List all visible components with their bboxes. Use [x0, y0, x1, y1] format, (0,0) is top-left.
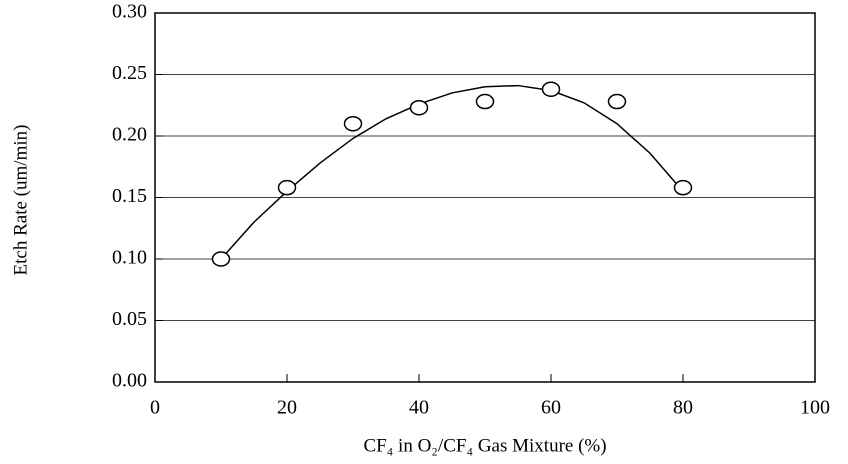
- x-tick-label: 60: [541, 397, 561, 419]
- data-point: [673, 179, 693, 196]
- y-tick-label: 0.10: [112, 247, 147, 269]
- y-tick-label: 0.25: [112, 62, 147, 84]
- y-tick-label: 0.20: [112, 124, 147, 146]
- x-tick-label: 80: [673, 397, 693, 419]
- x-tick-label: 20: [277, 397, 297, 419]
- data-point: [409, 99, 429, 116]
- fit-curve: [220, 84, 684, 260]
- data-point: [475, 93, 495, 110]
- y-tick-label: 0.05: [112, 308, 147, 330]
- x-tick-label: 40: [409, 397, 429, 419]
- x-tick-label: 0: [150, 397, 160, 419]
- y-tick-label: 0.00: [112, 370, 147, 392]
- x-axis-label: CF₄ in O₂/CF₄ Gas Mixture (%): [363, 435, 606, 456]
- plot-frame: [154, 12, 816, 383]
- data-point: [607, 93, 627, 110]
- y-tick-label: 0.30: [112, 1, 147, 23]
- y-axis-label: Etch Rate (um/min): [10, 125, 31, 276]
- data-point: [211, 251, 231, 267]
- data-point: [541, 81, 561, 98]
- data-point: [343, 115, 363, 132]
- data-point: [277, 179, 297, 196]
- x-tick-label: 100: [800, 397, 830, 419]
- y-tick-label: 0.15: [112, 185, 147, 207]
